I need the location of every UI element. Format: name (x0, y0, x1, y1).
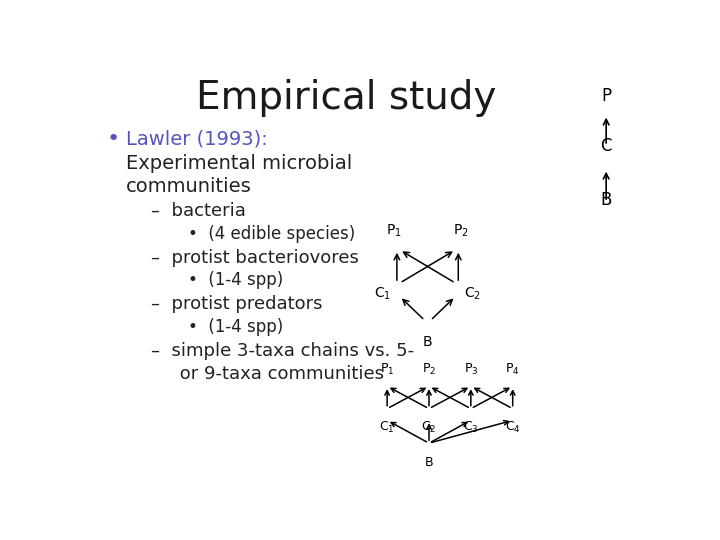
Text: B: B (600, 191, 612, 209)
Text: C: C (600, 137, 612, 155)
Text: P: P (601, 87, 611, 105)
Text: –  protist predators: – protist predators (151, 295, 323, 313)
Text: C$_4$: C$_4$ (505, 420, 521, 435)
Text: –  protist bacteriovores: – protist bacteriovores (151, 248, 359, 267)
Text: –  simple 3-taxa chains vs. 5-: – simple 3-taxa chains vs. 5- (151, 342, 415, 360)
Text: communities: communities (126, 177, 252, 196)
Text: C$_1$: C$_1$ (374, 285, 392, 302)
Text: Empirical study: Empirical study (197, 79, 497, 117)
Text: •  (1-4 spp): • (1-4 spp) (188, 272, 283, 289)
Text: •: • (107, 129, 120, 149)
Text: Lawler (1993):: Lawler (1993): (126, 129, 268, 149)
Text: C$_2$: C$_2$ (464, 285, 481, 302)
Text: P$_2$: P$_2$ (422, 362, 436, 377)
Text: C$_3$: C$_3$ (463, 420, 479, 435)
Text: or 9-taxa communities: or 9-taxa communities (151, 365, 384, 383)
Text: P$_3$: P$_3$ (464, 362, 478, 377)
Text: P$_1$: P$_1$ (380, 362, 395, 377)
Text: •  (4 edible species): • (4 edible species) (188, 225, 355, 243)
Text: P$_2$: P$_2$ (453, 223, 469, 239)
Text: Experimental microbial: Experimental microbial (126, 154, 353, 173)
Text: C$_1$: C$_1$ (379, 420, 395, 435)
Text: P$_4$: P$_4$ (505, 362, 520, 377)
Text: P$_1$: P$_1$ (386, 223, 402, 239)
Text: –  bacteria: – bacteria (151, 202, 246, 220)
Text: •  (1-4 spp): • (1-4 spp) (188, 318, 283, 336)
Text: C$_2$: C$_2$ (421, 420, 437, 435)
Text: B: B (425, 456, 433, 469)
Text: B: B (423, 335, 433, 349)
